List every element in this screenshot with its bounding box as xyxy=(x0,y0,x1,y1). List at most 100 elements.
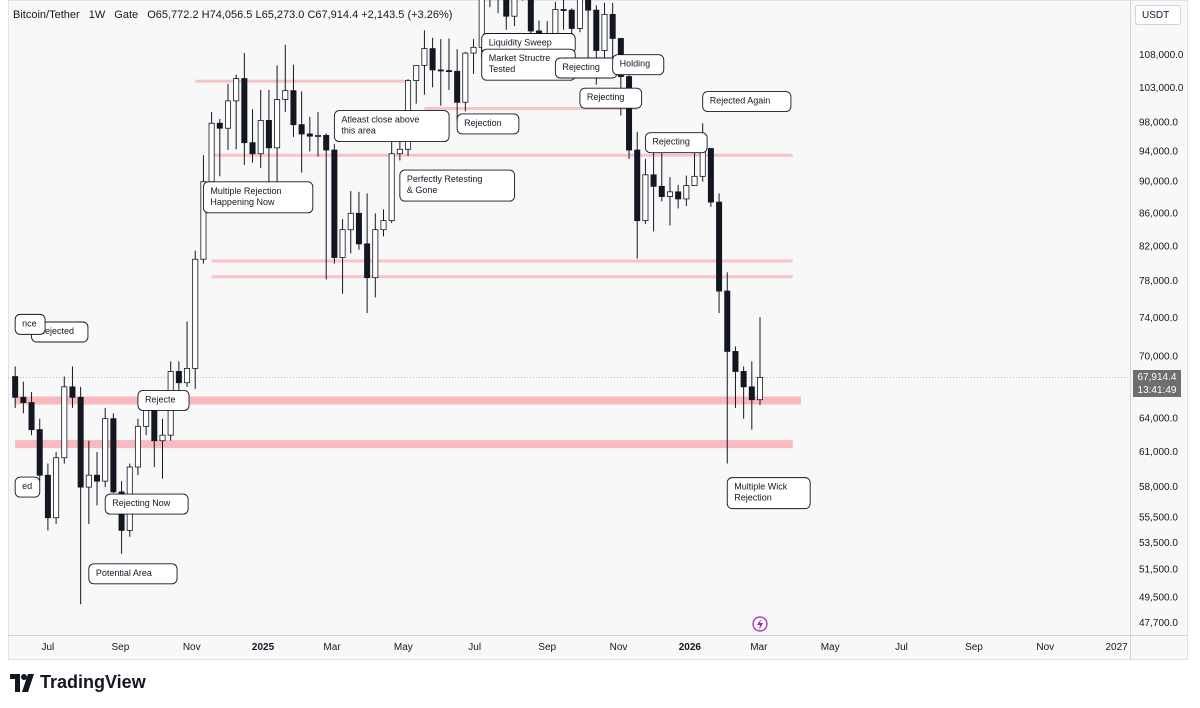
candle[interactable] xyxy=(102,407,109,488)
candle[interactable] xyxy=(331,144,338,264)
candle[interactable] xyxy=(53,452,60,525)
candle[interactable] xyxy=(601,2,608,64)
candle[interactable] xyxy=(28,392,35,436)
candle[interactable] xyxy=(380,209,387,237)
candle[interactable] xyxy=(609,2,616,67)
candle[interactable] xyxy=(224,83,231,151)
candle[interactable] xyxy=(576,0,583,33)
candle[interactable] xyxy=(707,147,714,207)
candle[interactable] xyxy=(732,346,739,408)
level-zone-6[interactable] xyxy=(15,440,793,449)
candle[interactable] xyxy=(69,366,76,408)
chart-annotation[interactable]: Rejecting xyxy=(554,57,618,79)
candle[interactable] xyxy=(666,177,673,226)
chart-annotation[interactable]: Rejected Again xyxy=(702,91,792,113)
candle[interactable] xyxy=(355,191,362,250)
candle[interactable] xyxy=(683,175,690,207)
candle[interactable] xyxy=(159,418,166,479)
candle[interactable] xyxy=(282,44,289,112)
chart-annotation[interactable]: Potential Area xyxy=(88,563,178,585)
chart-annotation[interactable]: Holding xyxy=(612,54,665,76)
candle[interactable] xyxy=(184,321,191,387)
candle[interactable] xyxy=(192,250,199,389)
candle[interactable] xyxy=(437,39,444,106)
level-zone-2[interactable] xyxy=(211,153,793,157)
candle[interactable] xyxy=(265,89,272,188)
candle[interactable] xyxy=(118,481,125,554)
level-zone-5[interactable] xyxy=(15,396,801,405)
chart-annotation[interactable]: Rejecte xyxy=(137,390,190,411)
candle[interactable] xyxy=(642,158,649,224)
candle[interactable] xyxy=(257,89,264,168)
candle[interactable] xyxy=(445,38,452,90)
bolt-icon[interactable] xyxy=(752,616,768,632)
candle[interactable] xyxy=(216,118,223,177)
chart-annotation[interactable]: nce xyxy=(14,313,46,335)
chart-annotation[interactable]: Rejecting xyxy=(644,132,708,154)
candle[interactable] xyxy=(658,147,665,202)
candle[interactable] xyxy=(462,51,469,112)
candle[interactable] xyxy=(364,193,371,314)
candle[interactable] xyxy=(560,0,567,30)
candle[interactable] xyxy=(487,0,492,8)
candle[interactable] xyxy=(44,463,51,531)
level-zone-1[interactable] xyxy=(424,106,638,110)
currency-selector[interactable]: USDT xyxy=(1135,5,1181,25)
chart-annotation[interactable]: Rejection xyxy=(456,113,520,135)
candle[interactable] xyxy=(470,39,477,74)
tradingview-brand[interactable]: TradingView xyxy=(10,672,146,693)
candle[interactable] xyxy=(650,150,657,232)
chart-annotation[interactable]: Rejected xyxy=(31,321,89,343)
candle[interactable] xyxy=(315,111,322,157)
candle[interactable] xyxy=(421,30,428,95)
chart-annotation[interactable]: Perfectly Retesting& Gone xyxy=(399,169,516,202)
candle[interactable] xyxy=(372,213,379,298)
candle[interactable] xyxy=(454,49,461,122)
candle[interactable] xyxy=(298,91,305,173)
candle[interactable] xyxy=(585,0,592,76)
candle[interactable] xyxy=(520,0,525,1)
candle[interactable] xyxy=(208,111,215,186)
candle[interactable] xyxy=(20,381,27,414)
candle[interactable] xyxy=(134,418,141,476)
level-zone-4[interactable] xyxy=(211,275,793,279)
candle[interactable] xyxy=(323,133,330,280)
candle[interactable] xyxy=(527,0,534,39)
candle[interactable] xyxy=(233,74,240,150)
candle[interactable] xyxy=(249,109,256,163)
candle[interactable] xyxy=(77,386,84,605)
interval-label[interactable]: 1W xyxy=(88,9,106,21)
candle[interactable] xyxy=(12,366,19,408)
candle[interactable] xyxy=(274,65,281,188)
candle[interactable] xyxy=(511,0,518,27)
candle[interactable] xyxy=(552,1,559,39)
candle[interactable] xyxy=(36,418,43,482)
candle[interactable] xyxy=(241,53,248,165)
candle[interactable] xyxy=(495,0,500,14)
symbol-name[interactable]: Bitcoin/Tether xyxy=(13,9,80,21)
candle[interactable] xyxy=(724,272,731,464)
chart-annotation[interactable]: Rejecting xyxy=(579,87,643,109)
candle[interactable] xyxy=(748,361,755,430)
candle[interactable] xyxy=(757,317,764,405)
chart-annotation[interactable]: ed xyxy=(14,476,41,498)
candle[interactable] xyxy=(85,440,92,525)
candle[interactable] xyxy=(503,0,510,30)
candle[interactable] xyxy=(110,413,117,494)
candle[interactable] xyxy=(740,366,747,419)
candle[interactable] xyxy=(675,184,682,209)
level-zone-3[interactable] xyxy=(211,259,793,263)
level-zone-0[interactable] xyxy=(195,79,409,83)
candle[interactable] xyxy=(716,193,723,314)
candle[interactable] xyxy=(634,131,641,259)
candle[interactable] xyxy=(290,64,297,137)
chart-annotation[interactable]: Rejecting Now xyxy=(104,493,189,515)
chart-pane[interactable] xyxy=(8,0,1188,660)
candle[interactable] xyxy=(388,138,395,224)
candle[interactable] xyxy=(94,452,101,506)
candle[interactable] xyxy=(61,376,68,464)
candle[interactable] xyxy=(347,191,354,254)
